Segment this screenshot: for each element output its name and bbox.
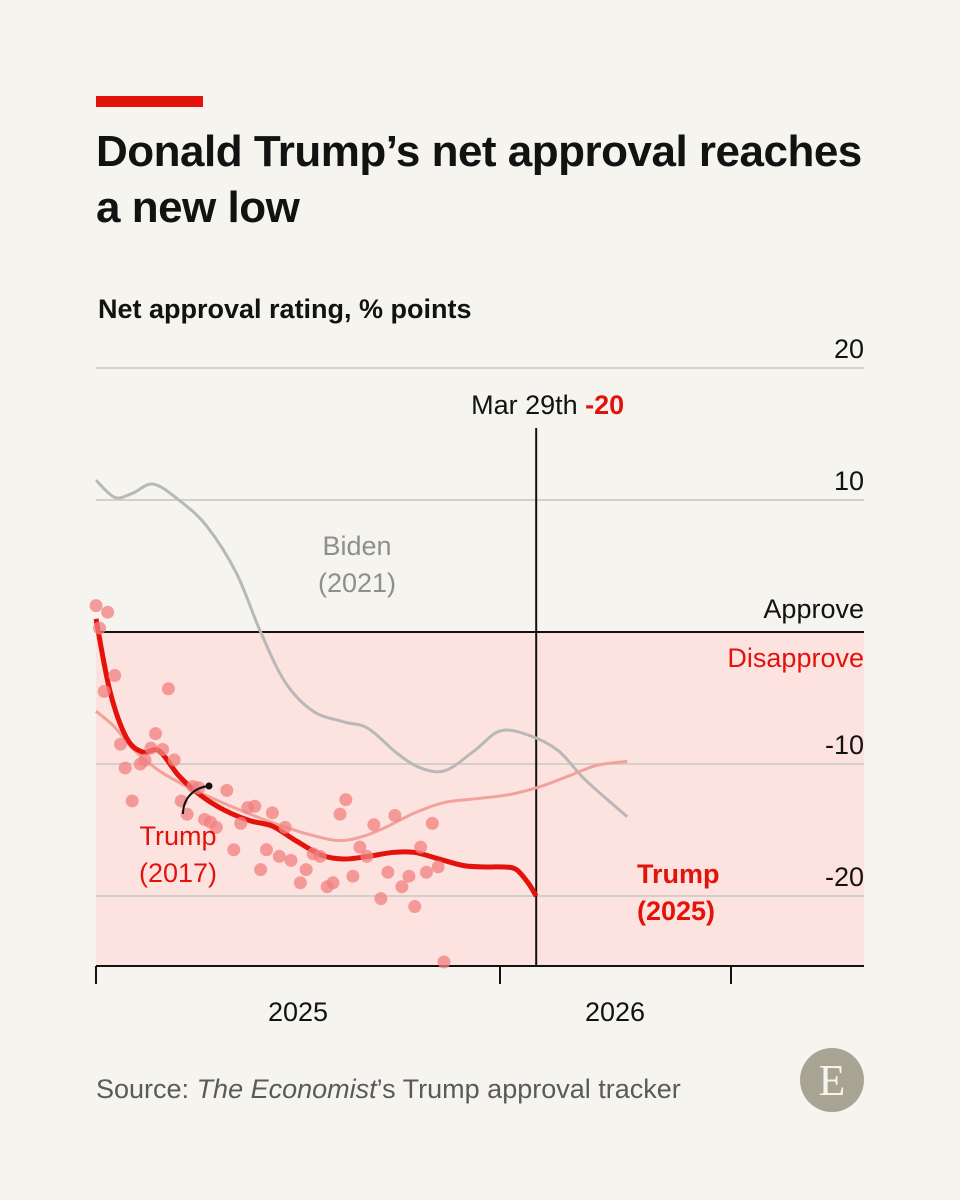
series-label-biden-2021: Biden	[322, 531, 391, 561]
poll-dot	[278, 820, 292, 834]
source-note: Source: The Economist’s Trump approval t…	[96, 1074, 681, 1104]
poll-dot	[161, 682, 175, 696]
chart-area: 20 10 -10 -20 Approve Disapprove 2025 2026 Mar 2…	[89, 334, 864, 1027]
poll-dot	[93, 621, 107, 635]
poll-dot	[101, 605, 115, 619]
chart-subtitle: Net approval rating, % points	[98, 294, 472, 324]
poll-dot	[408, 900, 422, 914]
poll-dot	[339, 793, 353, 807]
poll-dot	[118, 761, 132, 775]
poll-dot	[395, 880, 409, 894]
poll-dot	[167, 753, 181, 767]
poll-dot	[114, 737, 128, 751]
chart-labels: 20 10 -10 -20 Approve Disapprove 2025 2026 Mar 2…	[139, 334, 864, 1027]
poll-dot	[108, 669, 122, 683]
poll-dot	[419, 865, 433, 879]
trump-2017-leader-line	[182, 785, 209, 815]
poll-dot	[437, 955, 451, 969]
annotation-value: -20	[585, 390, 624, 420]
poll-dot	[254, 863, 268, 877]
y-tick-label: -10	[825, 730, 864, 760]
disapprove-label: Disapprove	[727, 643, 864, 673]
trump-2017-leader-dot	[205, 782, 213, 790]
x-tick-label: 2026	[585, 997, 645, 1027]
poll-dot	[156, 742, 170, 756]
poll-dot	[265, 806, 279, 820]
economist-logo: E	[800, 1048, 864, 1112]
series-label-biden-2021: (2021)	[318, 568, 396, 598]
chart-title: Donald Trump’s net approval reaches a ne…	[96, 127, 862, 232]
poll-dot	[144, 741, 158, 755]
poll-dot	[209, 820, 223, 834]
poll-dot	[299, 863, 313, 877]
poll-dot	[89, 599, 103, 613]
poll-dot	[360, 849, 374, 863]
y-tick-label: -20	[825, 862, 864, 892]
poll-dot	[388, 808, 402, 822]
poll-dot	[425, 816, 439, 830]
poll-dot	[138, 753, 152, 767]
poll-dot	[402, 869, 416, 883]
poll-dot	[326, 876, 340, 890]
annotation-label: Mar 29th -20	[471, 390, 624, 420]
x-tick-label: 2025	[268, 997, 328, 1027]
series-label-trump-2017: (2017)	[139, 858, 217, 888]
series-line-trump-2017	[95, 710, 628, 843]
poll-dot	[220, 783, 234, 797]
poll-dot	[284, 853, 298, 867]
poll-dot	[353, 840, 367, 854]
approve-label: Approve	[763, 594, 864, 624]
poll-dot	[414, 840, 428, 854]
poll-dot	[234, 816, 248, 830]
poll-dots	[89, 599, 451, 969]
poll-dot	[333, 807, 347, 821]
gridlines	[95, 367, 864, 984]
series-label-trump-2025: Trump	[637, 859, 720, 889]
poll-dot	[293, 876, 307, 890]
poll-dot	[248, 799, 262, 813]
poll-dot	[149, 727, 163, 741]
poll-dot	[97, 684, 111, 698]
poll-dot	[367, 818, 381, 832]
series-label-trump-2017: Trump	[139, 821, 216, 851]
poll-dot	[259, 843, 273, 857]
accent-bar	[96, 96, 203, 107]
poll-dot	[381, 865, 395, 879]
y-tick-label: 10	[834, 466, 864, 496]
series-line-biden-2021	[94, 479, 629, 818]
poll-dot	[125, 794, 139, 808]
poll-dot	[374, 892, 388, 906]
poll-dot	[272, 849, 286, 863]
annotation-date: Mar 29th	[471, 390, 585, 420]
poll-dot	[227, 843, 241, 857]
series-label-trump-2025: (2025)	[637, 896, 715, 926]
poll-dot	[313, 849, 327, 863]
poll-dot	[346, 869, 360, 883]
poll-dot	[431, 860, 445, 874]
y-tick-label: 20	[834, 334, 864, 364]
